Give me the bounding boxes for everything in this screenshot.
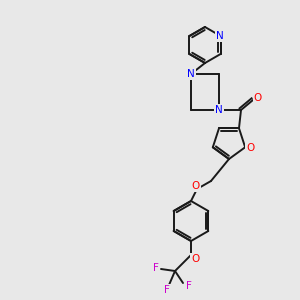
Text: N: N: [215, 105, 223, 115]
Text: N: N: [216, 31, 224, 41]
Text: F: F: [164, 285, 170, 295]
Text: O: O: [254, 93, 262, 103]
Text: F: F: [186, 281, 192, 291]
Text: N: N: [187, 69, 195, 79]
Text: F: F: [153, 263, 159, 273]
Text: O: O: [192, 181, 200, 191]
Text: O: O: [191, 254, 199, 264]
Text: O: O: [246, 143, 254, 153]
